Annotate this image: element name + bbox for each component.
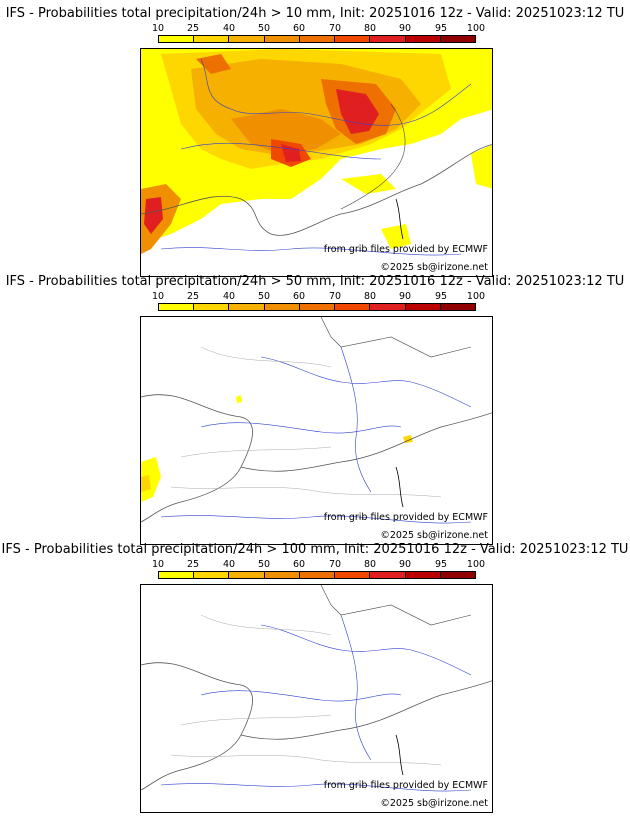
legend-tick: 25 (186, 291, 200, 302)
legend-tick: 90 (398, 559, 412, 570)
legend-tick: 40 (222, 23, 236, 34)
map-frame: from grib files provided by ECMWF ©2025 … (140, 48, 493, 277)
color-bar-segment (299, 36, 336, 42)
color-bar-segment (194, 304, 230, 310)
legend-tick: 95 (434, 23, 448, 34)
credit-copyright: ©2025 sb@irizone.net (380, 798, 488, 809)
legend-tick: 80 (363, 23, 377, 34)
color-bar-segment (335, 304, 371, 310)
legend-tick: 60 (292, 559, 306, 570)
color-bar-segment (159, 572, 195, 578)
map-panel-100mm: IFS - Probabilities total precipitation/… (0, 542, 630, 814)
probability-map (141, 585, 492, 792)
color-bar-segment (405, 304, 441, 310)
legend-tick: 80 (363, 559, 377, 570)
legend-tick: 80 (363, 291, 377, 302)
legend-tick: 25 (186, 23, 200, 34)
panel-title: IFS - Probabilities total precipitation/… (5, 6, 625, 21)
color-bar-segment (229, 36, 265, 42)
color-bar-segment (370, 304, 406, 310)
legend-tick: 40 (222, 291, 236, 302)
map-frame: from grib files provided by ECMWF ©2025 … (140, 316, 493, 545)
color-bar-segment (335, 36, 371, 42)
panel-title: IFS - Probabilities total precipitation/… (5, 274, 625, 289)
map-frame: from grib files provided by ECMWF ©2025 … (140, 584, 493, 813)
credit-source: from grib files provided by ECMWF (323, 780, 488, 791)
color-bar-segment (299, 572, 336, 578)
legend-ticks: 10 25 40 50 60 70 80 90 95 100 (152, 23, 485, 34)
color-bar-segment (405, 572, 441, 578)
panel-title: IFS - Probabilities total precipitation/… (1, 542, 629, 557)
color-bar-segment (229, 572, 265, 578)
legend-tick: 95 (434, 559, 448, 570)
legend-tick: 50 (257, 23, 271, 34)
legend-tick: 10 (151, 559, 165, 570)
color-bar-segment (264, 572, 300, 578)
legend-tick: 10 (151, 291, 165, 302)
legend-tick: 100 (466, 291, 486, 302)
probability-map (141, 49, 492, 256)
color-bar-segment (264, 36, 300, 42)
legend-tick: 70 (328, 291, 342, 302)
color-bar-segment (194, 572, 230, 578)
color-bar-segment (440, 304, 475, 310)
color-bar (158, 303, 476, 311)
legend-tick: 60 (292, 23, 306, 34)
legend-tick: 90 (398, 23, 412, 34)
legend-tick: 90 (398, 291, 412, 302)
color-bar-segment (159, 304, 195, 310)
legend-tick: 70 (328, 559, 342, 570)
color-bar-segment (264, 304, 300, 310)
credit-source: from grib files provided by ECMWF (323, 512, 488, 523)
color-bar (158, 571, 476, 579)
legend-tick: 50 (257, 291, 271, 302)
legend-tick: 40 (222, 559, 236, 570)
map-panel-50mm: IFS - Probabilities total precipitation/… (0, 274, 630, 546)
color-bar-segment (194, 36, 230, 42)
legend-tick: 95 (434, 291, 448, 302)
color-bar-segment (440, 36, 475, 42)
legend-ticks: 10 25 40 50 60 70 80 90 95 100 (152, 559, 485, 570)
legend-tick: 25 (186, 559, 200, 570)
color-bar-segment (299, 304, 336, 310)
legend-tick: 10 (151, 23, 165, 34)
color-bar-segment (159, 36, 195, 42)
color-bar-segment (440, 572, 475, 578)
legend-ticks: 10 25 40 50 60 70 80 90 95 100 (152, 291, 485, 302)
legend-tick: 100 (466, 559, 486, 570)
legend-tick: 50 (257, 559, 271, 570)
color-bar-segment (405, 36, 441, 42)
color-bar-segment (370, 36, 406, 42)
color-bar-segment (370, 572, 406, 578)
probability-map (141, 317, 492, 524)
legend-tick: 70 (328, 23, 342, 34)
color-bar-segment (335, 572, 371, 578)
credit-source: from grib files provided by ECMWF (323, 244, 488, 255)
legend-tick: 100 (466, 23, 486, 34)
color-bar (158, 35, 476, 43)
legend-tick: 60 (292, 291, 306, 302)
credit-copyright: ©2025 sb@irizone.net (380, 530, 488, 541)
credit-copyright: ©2025 sb@irizone.net (380, 262, 488, 273)
color-bar-segment (229, 304, 265, 310)
map-panel-10mm: IFS - Probabilities total precipitation/… (0, 6, 630, 278)
